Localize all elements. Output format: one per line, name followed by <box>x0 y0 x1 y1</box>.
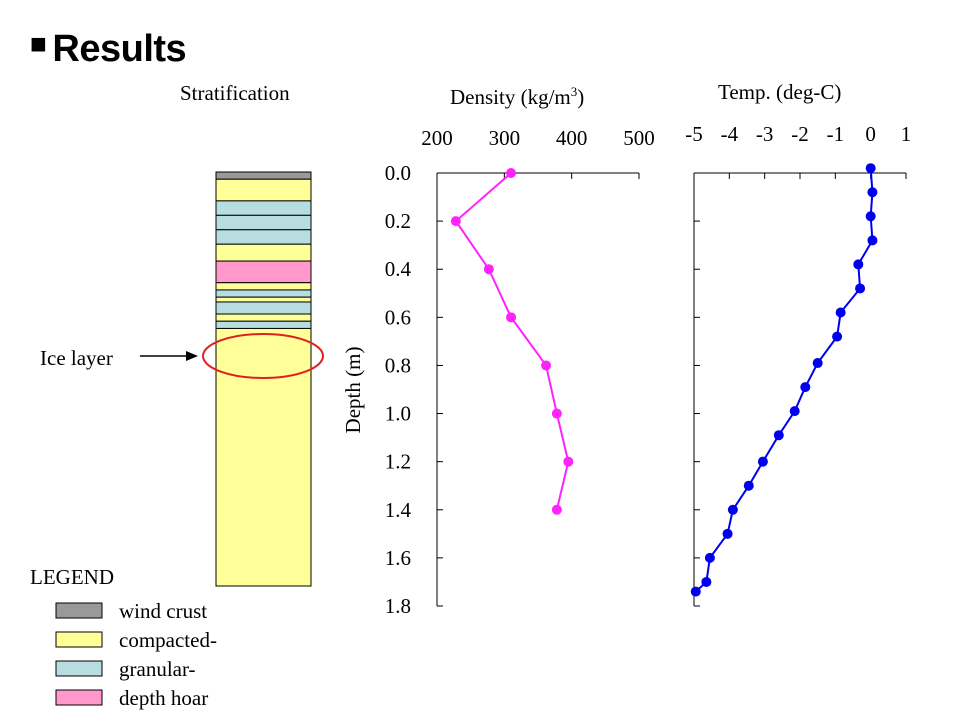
depth-axis-label: Depth (m) <box>341 347 365 434</box>
legend-swatch <box>55 602 103 619</box>
temperature-chart: -5 -4 -3 -2 -1 0 1 <box>685 122 912 607</box>
strat-layer <box>215 296 312 303</box>
strat-layer <box>215 178 312 202</box>
density-point <box>506 312 517 323</box>
temp-point <box>743 480 754 491</box>
stratification-column <box>215 171 312 587</box>
temp-point <box>865 211 876 222</box>
density-axis-title: Density (kg/m3) <box>450 84 584 110</box>
depth-tick-label: 1.6 <box>385 546 411 570</box>
density-chart: 200 300 400 500 0.0 0.2 0.4 0.6 0.8 1.0 1.2 1.4 1.6 1… <box>385 126 655 618</box>
depth-tick-label: 1.0 <box>385 402 411 426</box>
strat-layer <box>215 313 312 322</box>
depth-tick-label: 0.8 <box>385 353 411 377</box>
density-point <box>506 168 517 178</box>
strat-layer <box>215 289 312 298</box>
density-point <box>450 216 461 227</box>
arrow-head-icon <box>186 351 198 361</box>
bullet-icon: ■ <box>30 28 47 59</box>
strat-layer <box>215 229 312 245</box>
temp-point <box>701 576 712 587</box>
strat-layer <box>215 214 312 231</box>
density-point <box>551 504 562 515</box>
strat-layer <box>215 301 312 315</box>
density-x-tick-label: 200 <box>421 126 453 150</box>
depth-tick-label: 1.8 <box>385 594 411 618</box>
density-point <box>541 360 552 371</box>
depth-tick-label: 0.6 <box>385 305 411 329</box>
depth-tick-label: 0.4 <box>385 257 412 281</box>
temp-point <box>855 283 866 294</box>
strat-layer <box>215 243 312 262</box>
strat-layer <box>215 171 312 180</box>
temp-point <box>867 187 878 198</box>
legend-label: compacted- <box>119 628 217 652</box>
temp-point <box>865 163 876 174</box>
density-point <box>563 456 574 467</box>
strat-layer <box>215 200 312 216</box>
legend-swatch <box>55 631 103 648</box>
depth-tick-label: 1.2 <box>385 450 411 474</box>
temp-x-tick-label: -4 <box>721 122 739 146</box>
temp-point <box>690 586 701 597</box>
temp-point <box>722 528 733 539</box>
temp-point <box>704 552 715 563</box>
density-point <box>551 408 562 419</box>
temp-point <box>773 430 784 441</box>
slide-title: ■ Results <box>30 28 187 71</box>
temp-point <box>800 382 811 393</box>
legend-swatch <box>55 660 103 677</box>
depth-tick-label: 1.4 <box>385 498 412 522</box>
density-axis-title-text: Density (kg/m3) <box>450 84 585 109</box>
strat-layer <box>215 260 312 284</box>
slide-title-text: Results <box>52 28 187 70</box>
legend-label: granular- <box>119 657 196 681</box>
legend: wind crust compacted-granular-depth hoar <box>55 599 217 710</box>
density-x-tick-label: 500 <box>623 126 655 150</box>
density-x-tick-label: 300 <box>489 126 521 150</box>
temp-axis-title: Temp. (deg-C) <box>718 80 842 104</box>
strat-layer <box>215 320 312 329</box>
temp-series-line <box>695 168 874 593</box>
ice-layer-ellipse <box>202 333 324 379</box>
temp-x-tick-label: -1 <box>827 122 845 146</box>
density-point <box>483 264 494 275</box>
temp-point <box>727 504 738 515</box>
stratification-label: Stratification <box>180 81 290 105</box>
density-x-tick-label: 400 <box>556 126 588 150</box>
temp-x-tick-label: -2 <box>791 122 809 146</box>
legend-label: wind crust <box>119 599 207 623</box>
temp-x-tick-label: -3 <box>756 122 774 146</box>
temp-point <box>789 406 800 417</box>
strat-layer <box>215 282 312 291</box>
temp-point <box>757 456 768 467</box>
density-series-line <box>454 172 570 511</box>
legend-swatch <box>55 689 103 706</box>
ice-layer-label: Ice layer <box>40 346 113 370</box>
temp-x-tick-label: 0 <box>865 122 876 146</box>
temp-point <box>853 259 864 270</box>
legend-title: LEGEND <box>30 565 114 589</box>
temp-x-tick-label: 1 <box>901 122 912 146</box>
strat-layer <box>215 327 312 587</box>
temp-x-tick-label: -5 <box>685 122 703 146</box>
legend-label: depth hoar <box>119 686 208 710</box>
temp-point <box>867 235 878 246</box>
depth-tick-label: 0.0 <box>385 161 411 185</box>
temp-point <box>812 358 823 369</box>
temp-point <box>835 307 846 318</box>
ice-layer-marker <box>140 333 324 379</box>
depth-tick-label: 0.2 <box>385 209 411 233</box>
temp-point <box>832 331 843 342</box>
